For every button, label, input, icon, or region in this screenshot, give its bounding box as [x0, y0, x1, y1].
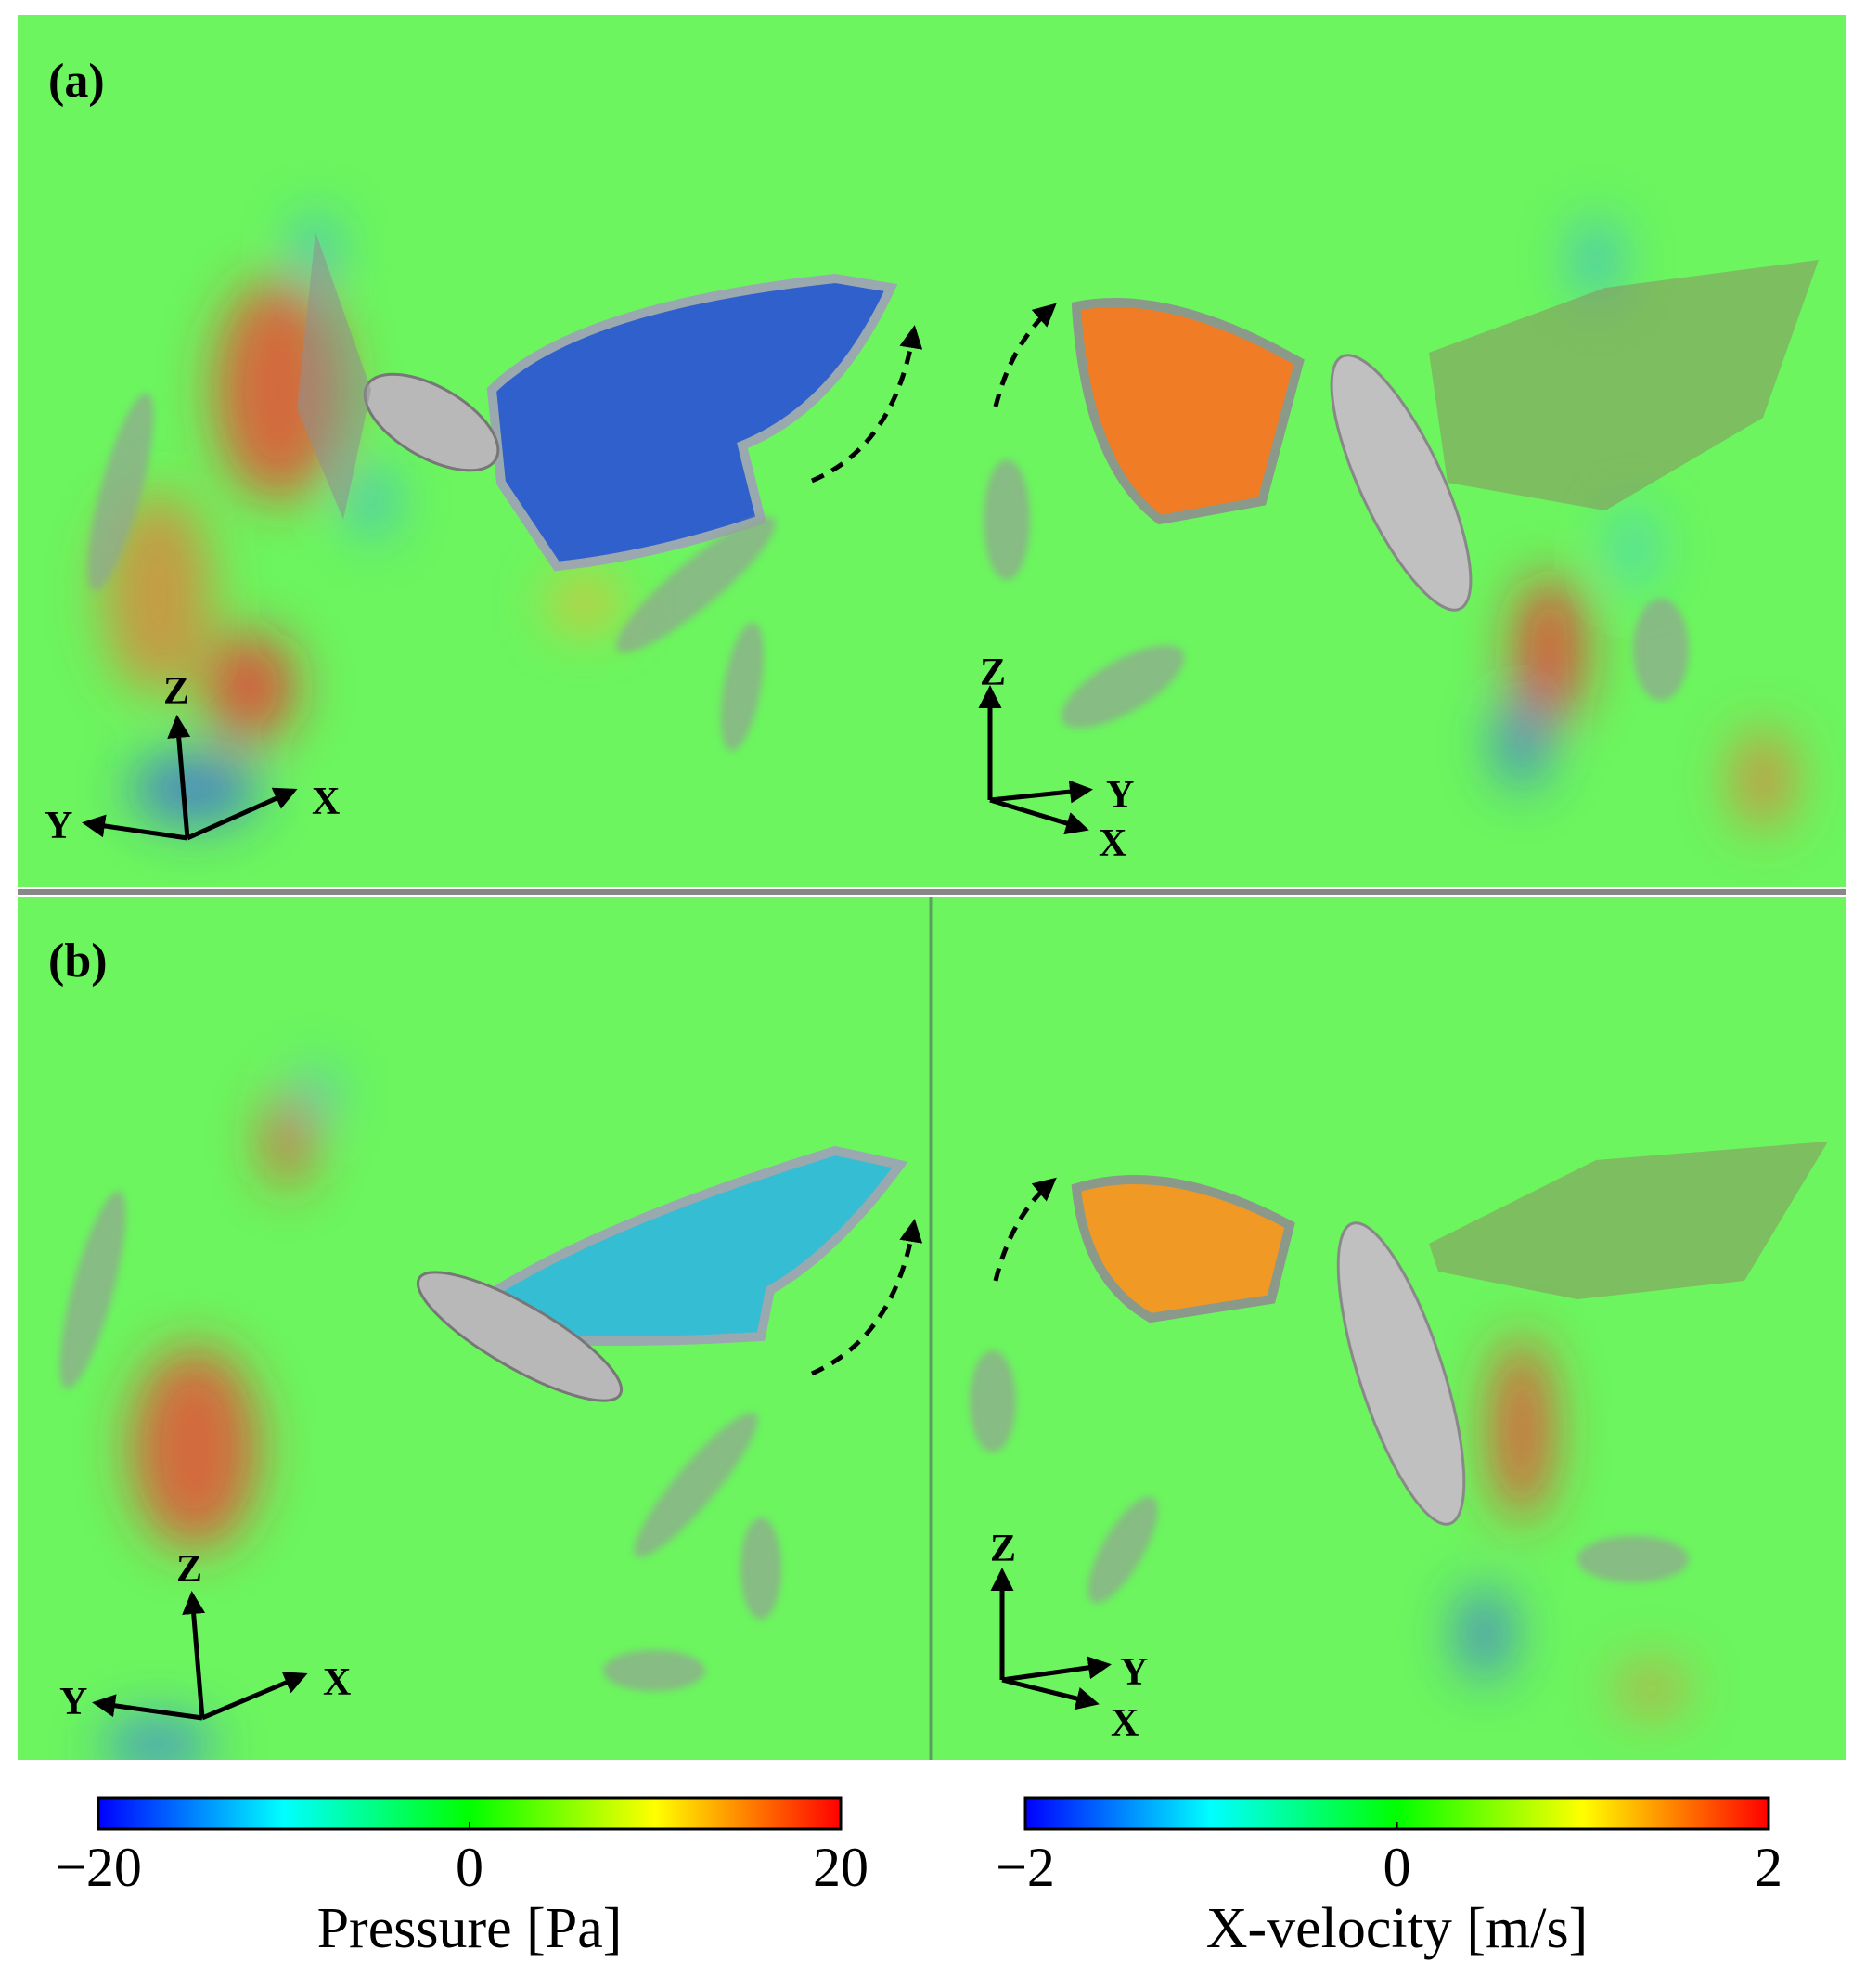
axis-label: Y: [45, 805, 72, 847]
rotation-arrow: [810, 1219, 923, 1376]
axis-triad: Z Y X: [59, 1548, 351, 1723]
axis-label: Z: [176, 1548, 202, 1591]
axis-label: X: [312, 781, 340, 823]
rotation-arrow: [811, 325, 923, 484]
colorbar-tick-label: −2: [996, 1837, 1055, 1898]
colorbar-label: X-velocity [m/s]: [1206, 1897, 1589, 1960]
axis-label: Y: [59, 1681, 87, 1723]
axis-label: X: [323, 1661, 351, 1704]
colorbar-tick-label: 0: [456, 1837, 483, 1898]
panel-label: (a): [48, 55, 105, 108]
axis-label: X: [1111, 1702, 1139, 1745]
colorbar-tick-label: 20: [813, 1837, 869, 1898]
colorbar-tick-label: 0: [1383, 1837, 1411, 1898]
axis-label: Z: [980, 652, 1006, 694]
colorbar-label: Pressure [Pa]: [317, 1897, 623, 1960]
axis-triad: Z Y X: [990, 1528, 1148, 1745]
axis-label: Z: [990, 1528, 1016, 1570]
axis-label: Z: [163, 670, 189, 713]
colorbar-tick-label: −20: [55, 1837, 142, 1898]
axis-label: Y: [1106, 774, 1134, 817]
axis-label: Y: [1120, 1651, 1148, 1694]
axis-label: X: [1099, 822, 1126, 865]
colorbar-tick-label: 2: [1755, 1837, 1782, 1898]
panel-a-field: [18, 15, 1846, 887]
axis-triad: Z Y X: [45, 670, 340, 847]
axis-triad: Z Y X: [978, 652, 1134, 865]
panel-label: (b): [48, 935, 108, 988]
